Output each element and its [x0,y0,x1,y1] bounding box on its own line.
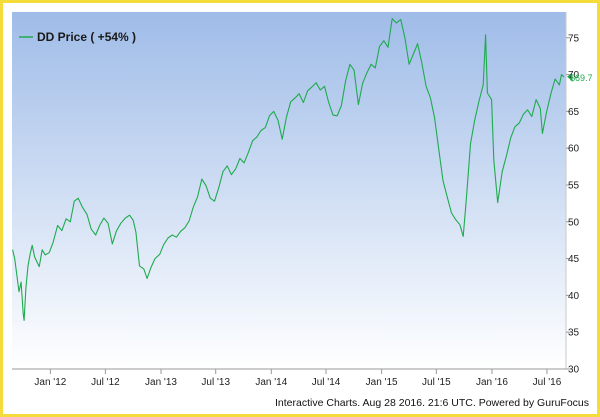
series-layer [12,18,572,321]
x-tick-label: Jan '13 [145,377,177,388]
last-value-label: $69.7 [570,73,593,83]
y-tick-label: 65 [568,107,580,118]
y-tick-label: 60 [568,144,580,155]
x-tick-label: Jul '15 [422,377,451,388]
x-axis: Jan '12 Jul '12 Jan '13 Jul '13 Jan '14 Jul '… [12,368,566,388]
x-tick-label: Jul '14 [312,377,341,388]
y-tick-label: 40 [568,291,580,302]
y-tick-label: 70 [568,70,580,81]
plot-area [12,12,566,369]
footer-credit[interactable]: Interactive Charts. Aug 28 2016. 21:6 UT… [275,397,589,409]
x-tick-label: Jul '16 [533,377,562,388]
x-tick-label: Jan '15 [366,377,398,388]
y-tick-label: 55 [568,180,580,191]
x-tick-label: Jan '12 [34,377,66,388]
y-tick-label: 30 [568,365,580,376]
series-line-dd-price[interactable] [12,18,565,321]
x-tick-label: Jul '13 [201,377,230,388]
x-tick-label: Jan '14 [255,377,287,388]
y-tick-label: 50 [568,217,580,228]
legend-label[interactable]: DD Price ( +54% ) [37,30,136,44]
y-tick-label: 75 [568,33,580,44]
last-value-marker [567,72,572,81]
y-tick-label: 35 [568,328,580,339]
x-tick-label: Jan '16 [476,377,508,388]
y-axis: 30 35 40 45 50 55 60 65 70 75 [565,12,580,376]
x-tick-label: Jul '12 [91,377,120,388]
y-tick-label: 45 [568,254,580,265]
